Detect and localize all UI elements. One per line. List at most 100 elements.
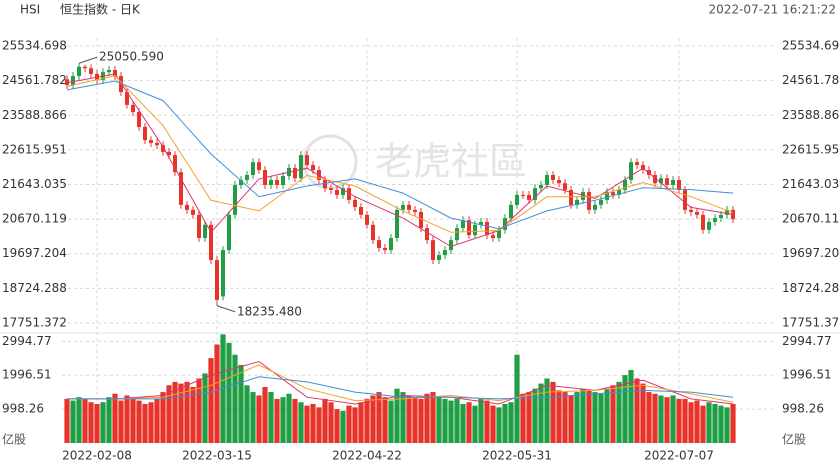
y-tick-label: 18724.288 (2, 281, 67, 295)
y-tick-label-right: 25534.698 (782, 39, 840, 53)
volume-bar (190, 386, 196, 443)
volume-bar (238, 364, 244, 443)
volume-bar (112, 393, 118, 443)
candle-body (557, 179, 561, 184)
candle-body (527, 194, 531, 200)
volume-bar (724, 407, 730, 443)
candle-body (149, 140, 153, 143)
candle-body (215, 260, 219, 300)
candle-body (545, 174, 549, 185)
volume-bar (550, 381, 556, 443)
candle-body (275, 179, 279, 185)
candle-body (521, 194, 525, 196)
candle-body (551, 174, 555, 180)
volume-bar (310, 403, 316, 443)
volume-bar (376, 392, 382, 443)
candle-body (497, 229, 501, 238)
volume-bar (334, 409, 340, 443)
candle-body (515, 194, 519, 205)
x-tick-label: 2022-02-08 (62, 449, 132, 463)
candle-body (605, 192, 609, 200)
volume-bar (196, 378, 202, 443)
volume-bar (388, 400, 394, 443)
candle-body (479, 221, 483, 225)
volume-bar (94, 403, 100, 443)
candle-body (353, 199, 357, 208)
volume-bar (142, 403, 148, 443)
volume-bar (394, 388, 400, 443)
candle-body (155, 142, 159, 146)
volume-bar (682, 398, 688, 443)
volume-bar (688, 402, 694, 443)
volume-bar (316, 407, 322, 443)
volume-bar (628, 370, 634, 443)
watermark-logo (302, 134, 358, 190)
candle-body (65, 79, 69, 85)
candle-body (455, 228, 459, 241)
volume-bar (640, 383, 646, 443)
annotation-leader (78, 56, 98, 64)
annotation: 18235.480 (237, 304, 302, 318)
candle-body (683, 189, 687, 210)
volume-bar (124, 395, 130, 443)
volume-bar (478, 398, 484, 443)
volume-bar (718, 405, 724, 443)
candle-body (299, 155, 303, 179)
y-tick-label: 21643.035 (2, 177, 67, 191)
y-tick-label-right: 18724.288 (782, 281, 840, 295)
candle-body (467, 220, 471, 236)
candle-body (725, 209, 729, 215)
candle-body (641, 165, 645, 171)
volume-bar (418, 398, 424, 443)
y-tick-label: 2994.77 (2, 334, 52, 348)
moving-average-line (66, 80, 734, 230)
y-tick-label: 19697.204 (2, 246, 67, 260)
candle-body (509, 204, 513, 219)
volume-bar (706, 402, 712, 443)
moving-average-line (67, 364, 734, 403)
volume-bar (730, 403, 736, 443)
y-tick-label-right: 17751.372 (782, 316, 840, 330)
volume-bar (508, 402, 514, 443)
volume-bar (304, 405, 310, 443)
candle-body (257, 162, 261, 171)
candle-body (461, 220, 465, 229)
candle-body (335, 189, 339, 195)
volume-bar (610, 385, 616, 443)
candle-body (203, 224, 207, 238)
volume-bar (340, 410, 346, 443)
candle-body (245, 174, 249, 180)
candle-body (665, 178, 669, 185)
candle-body (125, 92, 129, 105)
y-tick-label-right: 1996.51 (782, 368, 832, 382)
candle-body (269, 179, 273, 185)
volume-bar (586, 390, 592, 443)
candle-body (113, 70, 117, 77)
x-tick-label: 2022-07-07 (644, 449, 714, 463)
candle-body (131, 104, 135, 113)
candle-body (599, 199, 603, 205)
candle-body (137, 112, 141, 127)
candle-body (119, 76, 123, 93)
volume-bar (76, 397, 82, 443)
watermark: 老虎社區 (302, 134, 527, 190)
candle-body (401, 204, 405, 210)
candle-body (731, 209, 735, 220)
x-tick-label: 2022-05-31 (482, 449, 552, 463)
candle-body (227, 214, 231, 251)
candle-body (311, 165, 315, 171)
volume-bar (232, 354, 238, 443)
volume-bar (616, 381, 622, 443)
volume-bar (412, 397, 418, 443)
volume-bar (454, 398, 460, 443)
candle-body (161, 145, 165, 152)
watermark-text: 老虎社區 (375, 140, 527, 184)
volume-bar (520, 393, 526, 443)
volume-bar (700, 405, 706, 443)
y-tick-label-right: 24561.782 (782, 73, 840, 87)
candle-body (251, 162, 255, 175)
volume-bar (100, 402, 106, 443)
volume-bar (382, 397, 388, 443)
candle-body (659, 178, 663, 184)
candle-body (485, 221, 489, 236)
